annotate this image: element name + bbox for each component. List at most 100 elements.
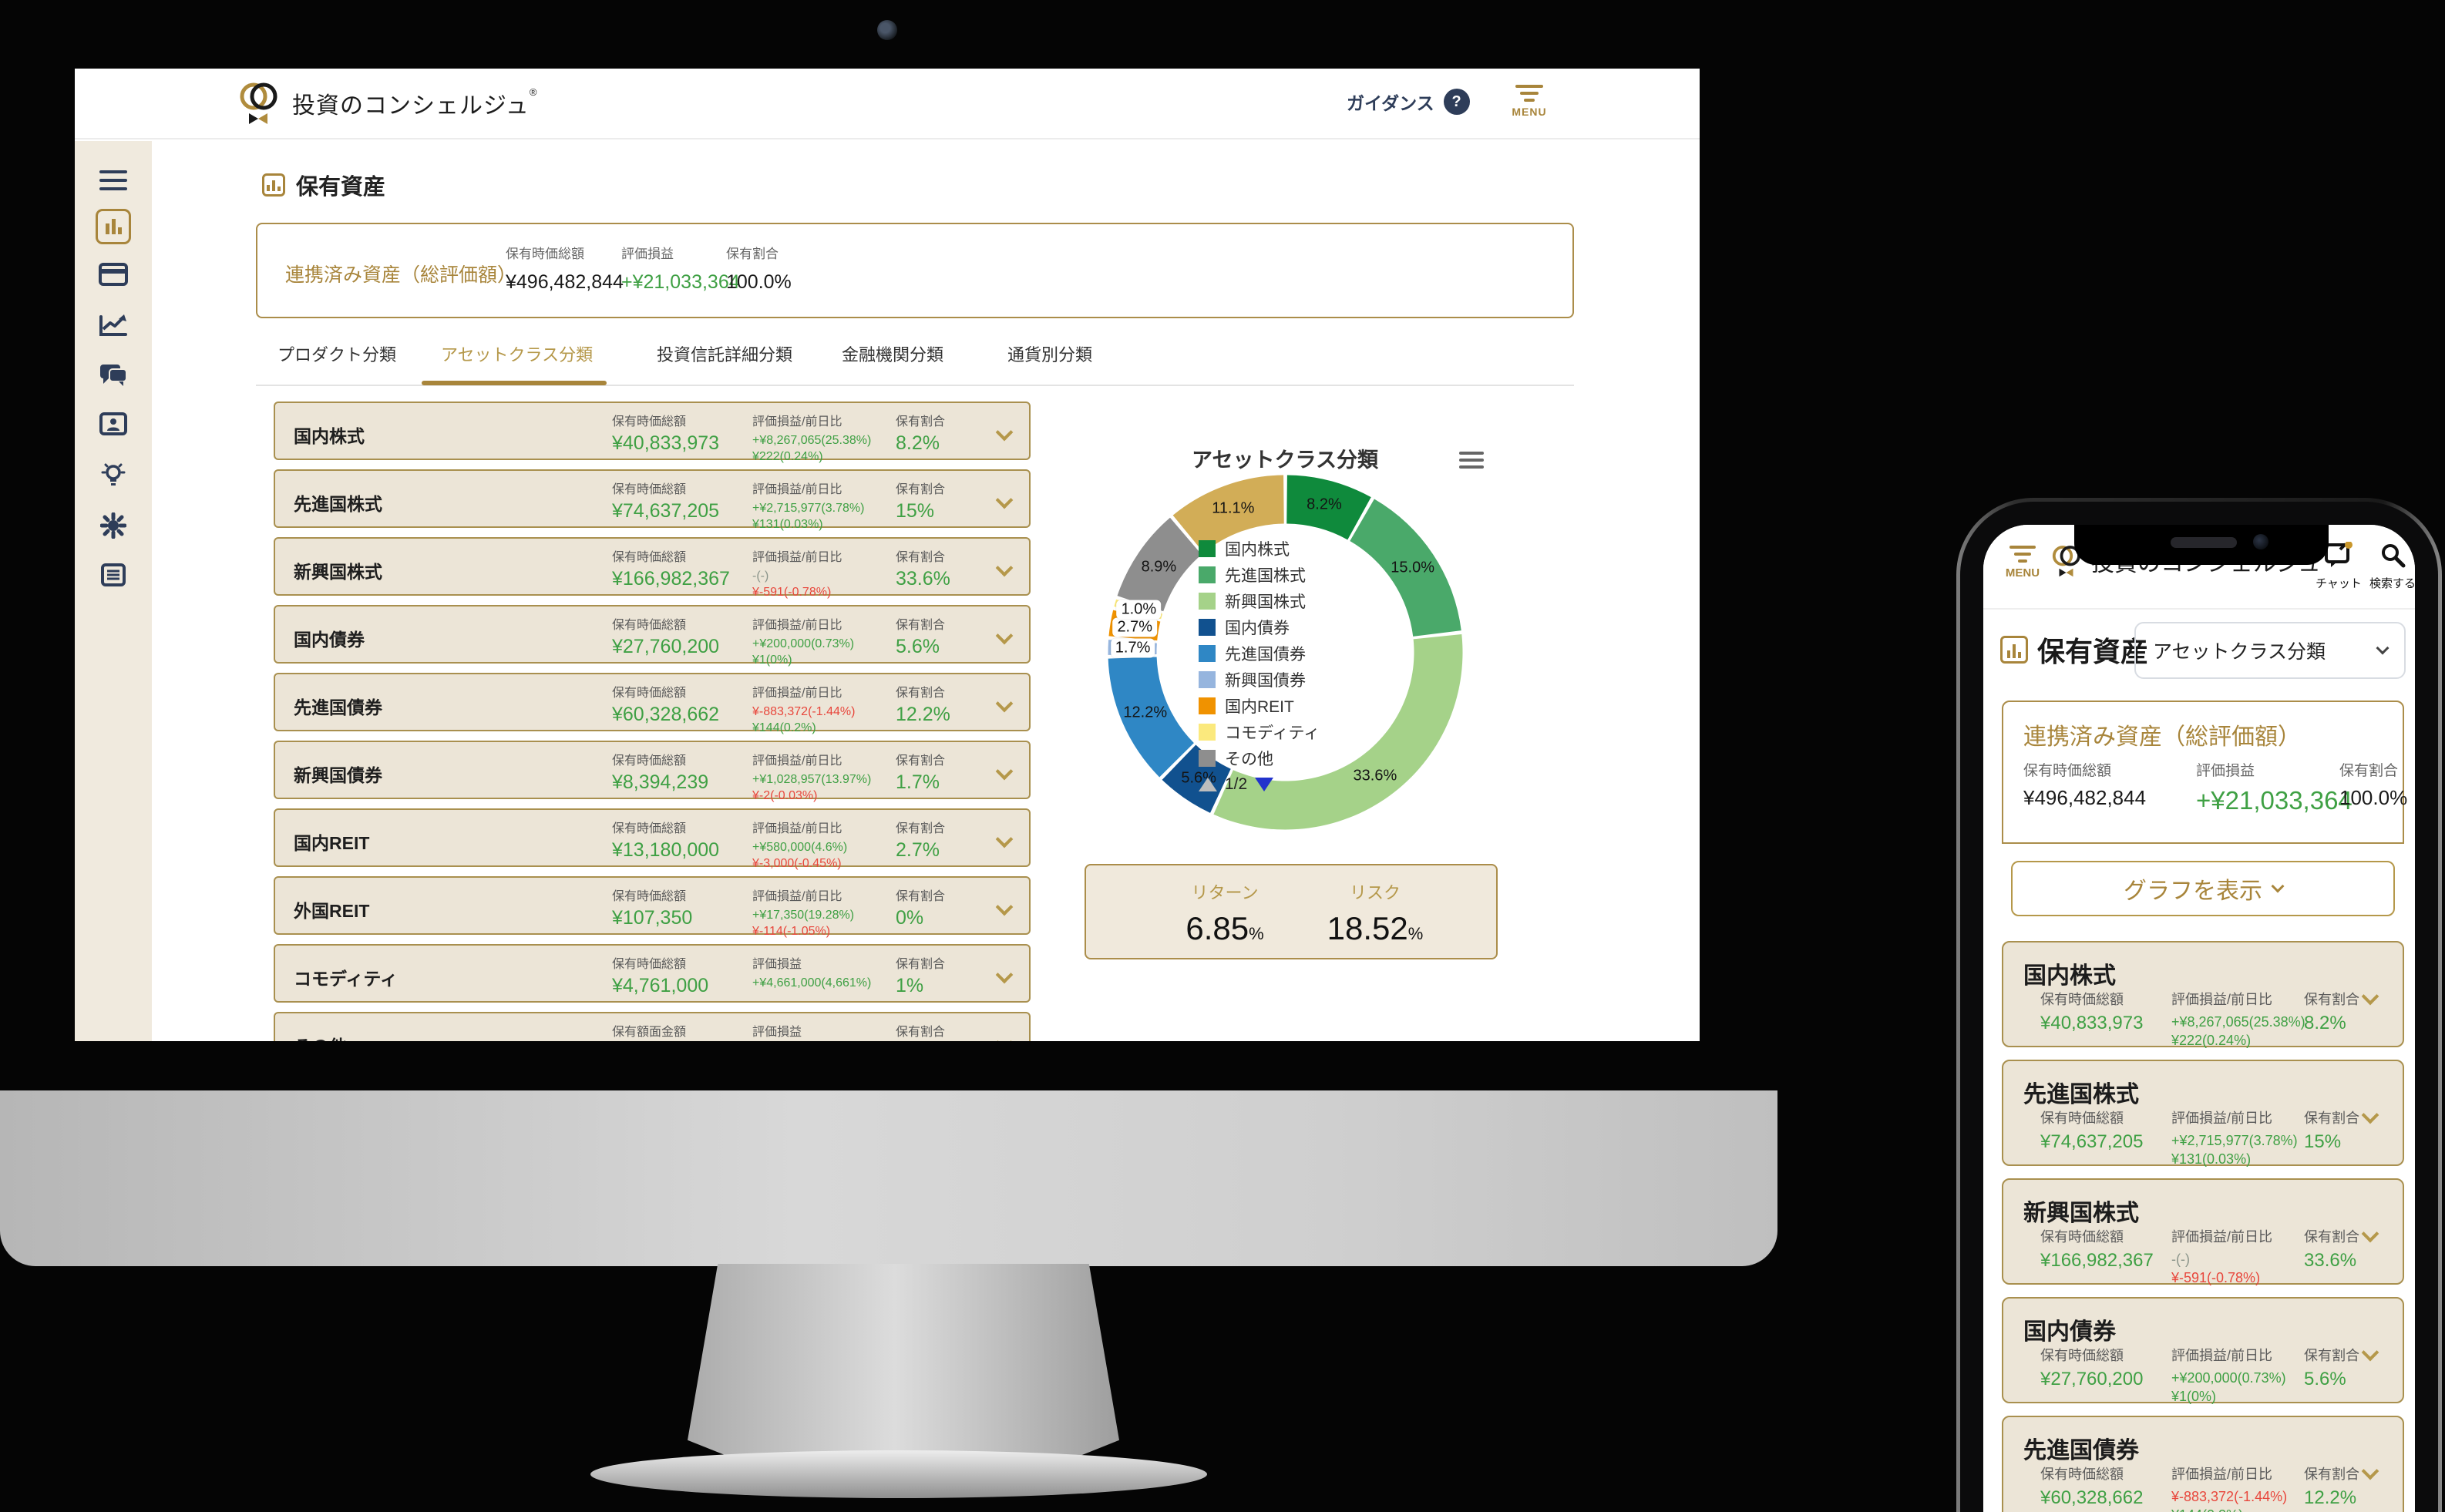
mobile-menu-button[interactable]: MENU <box>1999 542 2046 580</box>
asset-row[interactable]: 先進国債券 保有時価総額 ¥60,328,662 評価損益/前日比 ¥-883,37… <box>274 673 1031 734</box>
legend-item[interactable]: 国内株式 <box>1199 536 1320 562</box>
chevron-down-icon[interactable] <box>995 898 1014 916</box>
tab-4[interactable]: 金融機関分類 <box>842 345 944 365</box>
tab-1[interactable]: プロダクト分類 <box>277 345 397 365</box>
chevron-down-icon[interactable] <box>2361 1343 2379 1362</box>
slice-value-label: 2.7% <box>1112 617 1158 637</box>
asset-market-value: 保有時価総額 ¥166,982,367 <box>2040 1229 2154 1271</box>
guidance-label: ガイダンス <box>1347 93 1434 113</box>
legend-item[interactable]: 先進国債券 <box>1199 640 1320 667</box>
legend-item[interactable]: 国内債券 <box>1199 614 1320 640</box>
mobile-chat-button[interactable]: チャット <box>2312 541 2366 591</box>
donut-slice-国内株式[interactable] <box>1286 475 1371 540</box>
legend-item[interactable]: 新興国債券 <box>1199 667 1320 693</box>
trend-chart-icon <box>99 314 127 336</box>
page-title: 保有資産 <box>262 169 385 201</box>
asset-market-value: 保有時価総額 ¥107,350 <box>612 890 693 929</box>
sidebar-item-reports[interactable] <box>75 563 152 586</box>
donut-slice-先進国債券[interactable] <box>1108 657 1194 778</box>
asset-market-value: 保有額面金額¥44,256,000 <box>612 1026 687 1039</box>
monitor-stand-neck <box>688 1264 1119 1464</box>
donut-slice-新興国株式[interactable] <box>1213 633 1463 830</box>
donut-slice-先進国株式[interactable] <box>1350 499 1461 637</box>
donut-slice-unlabeled[interactable] <box>1172 475 1284 553</box>
slice-value-label: 33.6% <box>1353 767 1397 785</box>
guidance-button[interactable]: ガイダンス ? <box>1347 89 1470 115</box>
chevron-down-icon[interactable] <box>995 830 1014 848</box>
asset-ratio: 保有割合 12.2% <box>2304 1467 2359 1508</box>
sidebar-item-idea[interactable] <box>75 462 152 488</box>
phone-body: MENU 投資のコンシェルジュ <box>1960 502 2438 1512</box>
asset-name: その他 <box>294 1032 347 1041</box>
tab-5[interactable]: 通貨別分類 <box>1007 345 1093 365</box>
legend-prev-page-icon[interactable] <box>1199 778 1217 791</box>
asset-row[interactable]: 新興国債券 保有時価総額 ¥8,394,239 評価損益/前日比 +¥1,028,9… <box>274 741 1031 802</box>
chevron-down-icon[interactable] <box>995 1033 1014 1041</box>
sidebar-item-performance[interactable] <box>75 312 152 337</box>
asset-row[interactable]: 先進国株式 保有時価総額 ¥74,637,205 評価損益/前日比 +¥2,715,… <box>274 469 1031 531</box>
mobile-asset-row[interactable]: 先進国株式 保有時価総額 ¥74,637,205 評価損益/前日比 +¥2,715,… <box>2002 1060 2404 1167</box>
legend-item[interactable]: 先進国株式 <box>1199 562 1320 588</box>
id-card-icon <box>99 412 127 435</box>
legend-item[interactable]: その他 <box>1199 745 1320 771</box>
sidebar-item-settings[interactable] <box>75 512 152 539</box>
sidebar-item-assets[interactable] <box>75 209 152 244</box>
chevron-down-icon[interactable] <box>2361 1106 2379 1124</box>
chevron-down-icon[interactable] <box>995 966 1014 984</box>
legend-item[interactable]: 国内REIT <box>1199 693 1320 719</box>
asset-name: 先進国債券 <box>294 697 382 717</box>
sidebar-item-chat[interactable] <box>75 363 152 388</box>
asset-name: 国内債券 <box>294 630 365 650</box>
sidebar-menu-button[interactable] <box>75 169 152 192</box>
chevron-down-icon[interactable] <box>2361 1225 2379 1243</box>
mobile-asset-row[interactable]: 新興国株式 保有時価総額 ¥166,982,367 評価損益/前日比 -(-) ¥-5… <box>2002 1178 2404 1285</box>
mobile-asset-row[interactable]: 国内株式 保有時価総額 ¥40,833,973 評価損益/前日比 +¥8,267,0… <box>2002 941 2404 1048</box>
asset-row[interactable]: 国内債券 保有時価総額 ¥27,760,200 評価損益/前日比 +¥200,000… <box>274 605 1031 667</box>
sidebar-item-profile[interactable] <box>75 412 152 435</box>
show-graph-button[interactable]: グラフを表示 <box>2011 861 2395 916</box>
asset-ratio: 保有割合 8.2% <box>896 415 946 454</box>
chevron-down-icon[interactable] <box>995 627 1014 645</box>
mobile-search-button[interactable]: 検索する <box>2366 542 2415 591</box>
mobile-asset-row[interactable]: 先進国債券 保有時価総額 ¥60,328,662 評価損益/前日比 ¥-883,37… <box>2002 1416 2404 1512</box>
chevron-down-icon[interactable] <box>995 423 1014 442</box>
legend-color-swatch <box>1199 540 1216 557</box>
legend-item[interactable]: コモディティ <box>1199 719 1320 745</box>
asset-row[interactable]: 外国REIT 保有時価総額 ¥107,350 評価損益/前日比 +¥17,350(1… <box>274 876 1031 938</box>
chevron-down-icon[interactable] <box>2361 987 2379 1006</box>
slice-value-label: 1.0% <box>1116 600 1162 620</box>
search-icon <box>2382 544 2406 568</box>
asset-gain: 評価損益/前日比¥-883,372(-1.44%)¥144(0.2%) <box>752 687 856 734</box>
asset-row[interactable]: 新興国株式 保有時価総額 ¥166,982,367 評価損益/前日比 -(-) ¥-5… <box>274 537 1031 599</box>
document-icon <box>101 563 126 586</box>
app-logo[interactable]: 投資のコンシェルジュ® <box>238 79 537 127</box>
asset-row[interactable]: コモディティ 保有時価総額 ¥4,761,000 評価損益 +¥4,661,000(… <box>274 944 1031 1003</box>
menu-button[interactable]: MENU <box>1502 81 1556 118</box>
help-icon: ? <box>1443 89 1470 115</box>
asset-list: 国内株式 保有時価総額 ¥40,833,973 評価損益/前日比 +¥8,267,0… <box>274 402 1031 1041</box>
legend-next-page-icon[interactable] <box>1255 778 1274 791</box>
mobile-asset-row[interactable]: 国内債券 保有時価総額 ¥27,760,200 評価損益/前日比 +¥200,000… <box>2002 1297 2404 1404</box>
chevron-down-icon[interactable] <box>995 694 1014 713</box>
asset-row[interactable]: 国内株式 保有時価総額 ¥40,833,973 評価損益/前日比 +¥8,267,0… <box>274 402 1031 463</box>
asset-row[interactable]: 国内REIT 保有時価総額 ¥13,180,000 評価損益/前日比 +¥580,0… <box>274 808 1031 870</box>
chart-legend: 国内株式 先進国株式 新興国株式 国内債券 先進国債券 新興国債券 国内REIT コモディティ… <box>1199 536 1320 798</box>
tab-3[interactable]: 投資信託詳細分類 <box>657 345 793 365</box>
chevron-down-icon[interactable] <box>2361 1462 2379 1480</box>
asset-ratio: 保有割合 12.2% <box>896 687 950 725</box>
classification-select[interactable]: アセットクラス分類 <box>2134 622 2406 679</box>
legend-item[interactable]: 新興国株式 <box>1199 588 1320 614</box>
chevron-down-icon[interactable] <box>995 491 1014 509</box>
chevron-down-icon[interactable] <box>995 762 1014 781</box>
credit-card-icon <box>99 263 128 286</box>
legend-color-swatch <box>1199 593 1216 610</box>
asset-gain: 評価損益/前日比 +¥8,267,065(25.38%) ¥222(0.24%) <box>752 415 872 463</box>
chart-menu-button[interactable] <box>1459 448 1484 472</box>
mobile-title-row: 保有資産 アセットクラス分類 <box>1983 611 2415 688</box>
asset-class-donut-chart: 8.2% 15.0% 33.6% 5.6% 12.2% 1.7% 2.7% 1.0% 8.9% 1… <box>1106 473 1465 832</box>
tab-2[interactable]: アセットクラス分類 <box>441 345 594 365</box>
sidebar-item-accounts[interactable] <box>75 263 152 286</box>
chevron-down-icon[interactable] <box>995 559 1014 577</box>
donut-slice-その他[interactable] <box>1117 517 1202 612</box>
